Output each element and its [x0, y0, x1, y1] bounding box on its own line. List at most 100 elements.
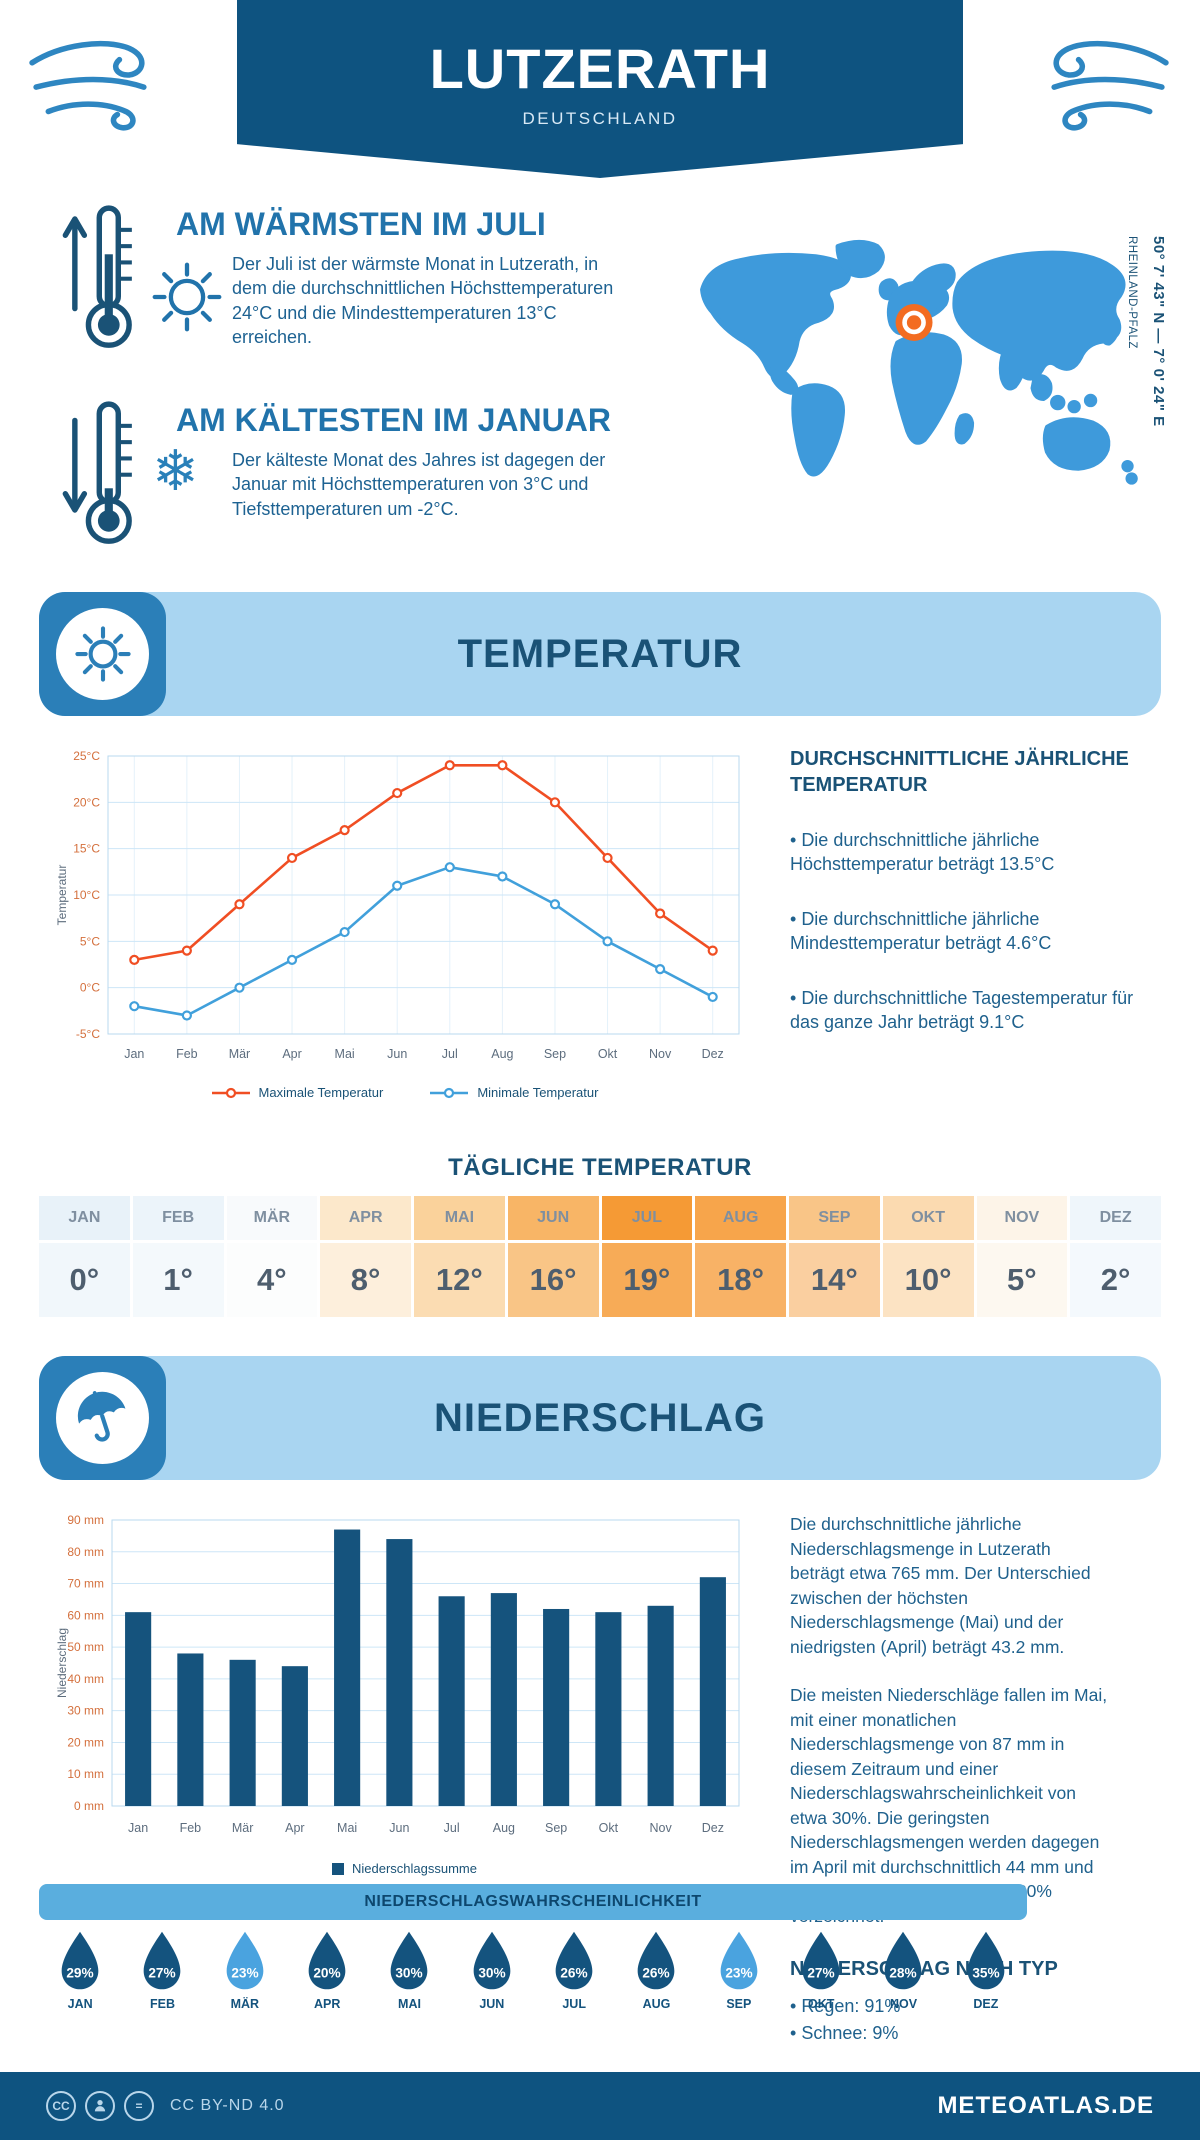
probability-month: APR — [313, 1997, 341, 2011]
chart-point — [655, 964, 666, 975]
warmest-month-text: Der Juli ist der wärmste Monat in Lutzer… — [232, 254, 614, 348]
precipitation-banner-tile — [39, 1356, 166, 1480]
chart-bar — [438, 1596, 465, 1806]
temperature-line-chart: -5°C 0°C 5°C 10°C 15°C 20°C 25°C Jan Feb Mär Apr Ma… — [55, 749, 740, 1061]
coldest-month-text: Der kälteste Monat des Jahres ist dagege… — [232, 450, 606, 519]
precipitation-bar-chart: 0 mm 10 mm 20 mm 30 mm 40 mm 50 mm 60 mm 70 mm 8… — [55, 1513, 740, 1835]
svg-text:Sep: Sep — [545, 1821, 567, 1835]
chart-point — [549, 797, 561, 808]
umbrella-icon — [77, 1390, 125, 1442]
probability-cell: 27% FEB — [121, 1930, 203, 2011]
coldest-month-heading: AM KÄLTESTEN IM JANUAR — [176, 402, 611, 438]
temperature-bullet: Die durchschnittliche Tagestemperatur fü… — [790, 986, 1142, 1035]
daily-temp-month: OKT — [882, 1196, 974, 1240]
svg-text:Jun: Jun — [389, 1821, 409, 1835]
svg-text:5°C: 5°C — [80, 934, 100, 948]
probability-banner: NIEDERSCHLAGSWAHRSCHEINLICHKEIT — [39, 1884, 1027, 1920]
chart-point — [655, 908, 666, 919]
legend-label: Minimale Temperatur — [477, 1085, 599, 1100]
probability-cell: 23% SEP — [698, 1930, 780, 2011]
raindrop-icon: 26% — [638, 1931, 675, 1990]
world-map — [700, 239, 1138, 485]
legend-item: Niederschlagssumme — [332, 1861, 477, 1876]
license-label: CC BY-ND 4.0 — [170, 2097, 285, 2114]
svg-text:10°C: 10°C — [73, 888, 100, 902]
svg-text:Mär: Mär — [232, 1821, 254, 1835]
daily-temp-month: DEZ — [1070, 1196, 1161, 1240]
svg-text:Apr: Apr — [282, 1047, 301, 1061]
daily-temp-month: JAN — [39, 1196, 130, 1240]
svg-text:Mai: Mai — [335, 1047, 355, 1061]
svg-text:Sep: Sep — [544, 1047, 566, 1061]
svg-text:Jan: Jan — [124, 1047, 144, 1061]
probability-month: DEZ — [973, 1997, 999, 2011]
sun-icon — [74, 626, 131, 682]
legend-swatch-icon — [332, 1862, 344, 1875]
daily-temp-month: JUN — [507, 1196, 599, 1240]
chart-bar — [647, 1605, 674, 1806]
svg-text:Feb: Feb — [180, 1821, 202, 1835]
daily-temp-month: MÄR — [226, 1196, 318, 1240]
daily-temp-value: 10° — [882, 1243, 974, 1317]
daily-temp-column: JUL 19° — [601, 1196, 693, 1317]
probability-cell: 23% MÄR — [204, 1930, 286, 2011]
chart-point — [497, 871, 508, 882]
daily-temp-value: 5° — [976, 1243, 1068, 1317]
chart-bar — [177, 1653, 204, 1806]
daily-temp-column: OKT 10° — [882, 1196, 974, 1317]
temperature-aside-title: DURCHSCHNITTLICHE JÄHRLICHE TEMPERATUR — [790, 748, 1129, 796]
svg-text:27%: 27% — [808, 1965, 835, 1980]
svg-text:15°C: 15°C — [73, 842, 100, 856]
probability-month: FEB — [149, 1997, 175, 2011]
daily-temp-month: MAI — [414, 1196, 505, 1240]
sun-icon — [152, 262, 222, 332]
raindrop-icon: 35% — [967, 1931, 1005, 1990]
probability-cell: 30% MAI — [368, 1930, 450, 2011]
probability-month: MAI — [398, 1997, 421, 2011]
chart-point — [129, 954, 140, 965]
svg-text:29%: 29% — [67, 1965, 94, 1980]
daily-temp-month: AUG — [695, 1196, 786, 1240]
daily-temp-month: APR — [320, 1196, 411, 1240]
svg-text:35%: 35% — [972, 1965, 999, 1980]
chart-line — [132, 763, 715, 962]
daily-temp-month: FEB — [132, 1196, 224, 1240]
chart-point — [444, 760, 455, 771]
temperature-chart-block: -5°C 0°C 5°C 10°C 15°C 20°C 25°C Jan Feb Mär Apr Ma… — [52, 742, 757, 1100]
precipitation-aside: Die durchschnittliche jährliche Niedersc… — [790, 1512, 1108, 2047]
svg-text:Nov: Nov — [649, 1047, 672, 1061]
temperature-banner-circle — [56, 608, 149, 700]
daily-temp-value: 4° — [226, 1243, 318, 1317]
svg-text:Aug: Aug — [493, 1821, 515, 1835]
temperature-bullet: Die durchschnittliche jährliche Höchstte… — [790, 828, 1142, 877]
svg-text:23%: 23% — [231, 1965, 258, 1980]
svg-text:Jul: Jul — [444, 1821, 460, 1835]
chart-bar — [334, 1529, 361, 1806]
daily-temp-value: 12° — [414, 1243, 505, 1317]
raindrop-icon: 30% — [391, 1931, 428, 1990]
svg-text:Temperatur: Temperatur — [55, 865, 69, 926]
page-subtitle: DEUTSCHLAND — [522, 109, 678, 128]
probability-cell: 35% DEZ — [945, 1930, 1027, 2011]
raindrop-icon: 23% — [720, 1931, 758, 1990]
precipitation-type-bullet: Schnee: 9% — [790, 2020, 1108, 2047]
svg-text:27%: 27% — [149, 1965, 176, 1980]
daily-temperature-table: JAN 0° FEB 1° MÄR 4° APR 8° MAI 12° JUN 16° JUL 19° AU… — [39, 1196, 1161, 1317]
temperature-section-title: TEMPERATUR — [457, 631, 743, 676]
chart-point — [234, 982, 245, 993]
daily-temp-column: NOV 5° — [976, 1196, 1068, 1317]
svg-text:80 mm: 80 mm — [67, 1545, 104, 1559]
probability-cell: 26% JUL — [533, 1930, 615, 2011]
legend-item: Maximale Temperatur — [211, 1085, 384, 1100]
cc-license-icons: CC = — [46, 2091, 154, 2121]
chart-bar — [281, 1666, 308, 1806]
temperature-banner-tile — [39, 592, 166, 716]
location-marker — [895, 304, 933, 341]
daily-temp-value: 19° — [601, 1243, 693, 1317]
probability-month: SEP — [726, 1997, 752, 2011]
chart-bar — [125, 1612, 152, 1806]
chart-line — [132, 865, 715, 1017]
legend-label: Maximale Temperatur — [258, 1085, 384, 1100]
svg-text:Jun: Jun — [387, 1047, 407, 1061]
temperature-aside: DURCHSCHNITTLICHE JÄHRLICHE TEMPERATUR D… — [790, 746, 1142, 1035]
